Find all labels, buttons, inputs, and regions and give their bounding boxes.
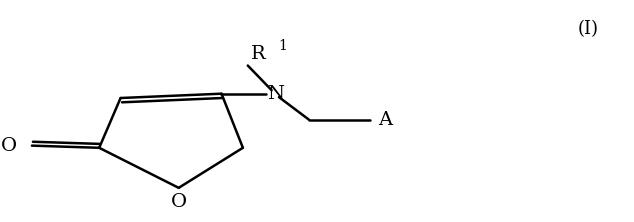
Text: A: A [378, 111, 392, 129]
Text: O: O [1, 137, 16, 155]
Text: O: O [171, 193, 187, 211]
Text: R: R [252, 45, 266, 63]
Text: (I): (I) [578, 20, 599, 38]
Text: 1: 1 [278, 39, 287, 53]
Text: N: N [267, 85, 284, 103]
